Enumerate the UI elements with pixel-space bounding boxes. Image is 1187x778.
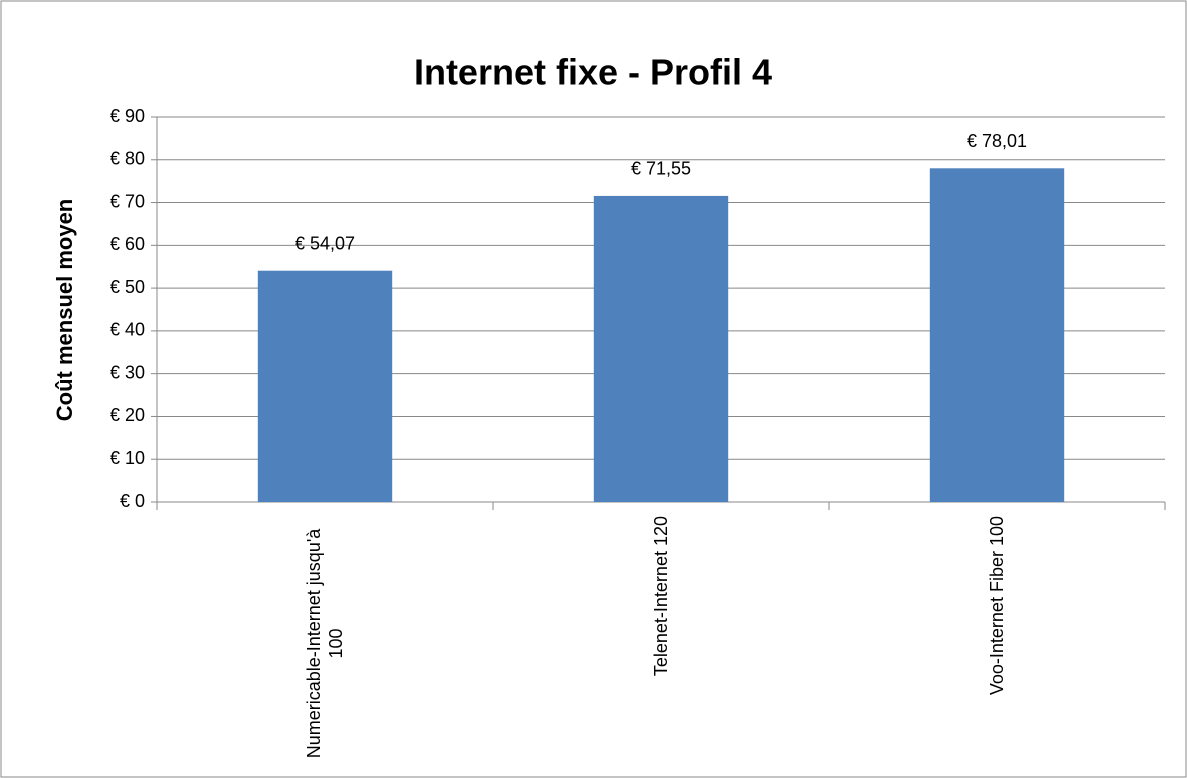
bar <box>593 195 729 503</box>
chart-title: Internet fixe - Profil 4 <box>414 52 772 93</box>
y-tick-label: € 0 <box>120 491 145 511</box>
value-label: € 54,07 <box>295 233 355 253</box>
value-label: € 78,01 <box>967 131 1027 151</box>
bar <box>929 168 1065 502</box>
y-tick-label: € 50 <box>110 277 145 297</box>
y-tick-label: € 10 <box>110 448 145 468</box>
y-tick-label: € 80 <box>110 149 145 169</box>
x-tick-label: Voo-Internet Fiber 100 <box>987 516 1007 696</box>
y-tick-label: € 20 <box>110 405 145 425</box>
y-axis-label: Coût mensuel moyen <box>52 199 77 421</box>
y-tick-label: € 30 <box>110 362 145 382</box>
x-tick-label: Numericable-Internet jusqu'à 100 <box>304 528 346 759</box>
y-tick-label: € 60 <box>110 234 145 254</box>
y-tick-label: € 40 <box>110 320 145 340</box>
x-tick-label: Telenet-Internet 120 <box>651 516 671 677</box>
value-label: € 71,55 <box>631 159 691 179</box>
y-tick-label: € 90 <box>110 106 145 126</box>
bar <box>257 270 393 502</box>
y-tick-label: € 70 <box>110 191 145 211</box>
